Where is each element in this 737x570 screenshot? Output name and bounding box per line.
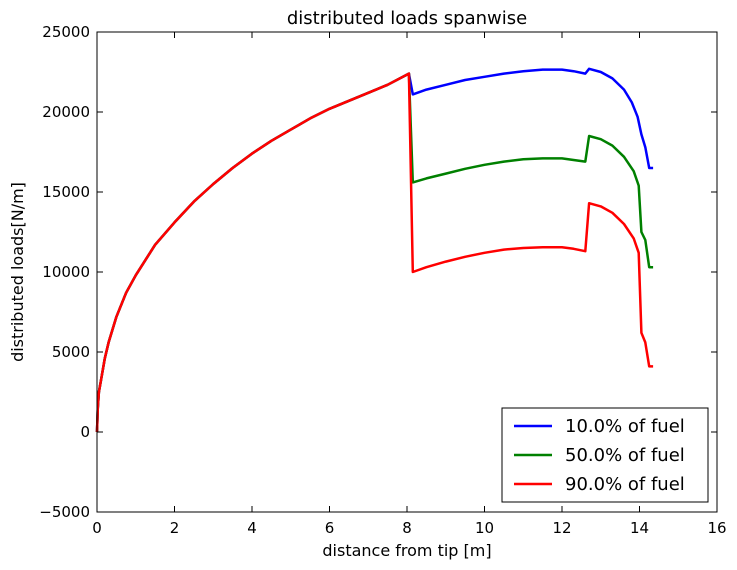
y-tick-label: 10000	[42, 263, 90, 281]
x-tick-label: 14	[630, 519, 649, 537]
legend-label: 10.0% of fuel	[565, 416, 685, 437]
legend: 10.0% of fuel 50.0% of fuel 90.0% of fuel	[501, 407, 709, 503]
x-tick-label: 6	[325, 519, 335, 537]
x-tick-label: 12	[552, 519, 571, 537]
x-axis-label: distance from tip [m]	[322, 541, 491, 560]
legend-label: 90.0% of fuel	[565, 474, 685, 495]
y-axis-label: distributed loads[N/m]	[8, 182, 27, 362]
y-tick-label: 20000	[42, 103, 90, 121]
series-line-2	[95, 72, 654, 433]
x-tick-label: 2	[170, 519, 180, 537]
x-tick-label: 8	[402, 519, 412, 537]
chart-title: distributed loads spanwise	[287, 8, 527, 29]
legend-label: 50.0% of fuel	[565, 445, 685, 466]
x-tick-label: 10	[475, 519, 494, 537]
series-layer	[95, 67, 654, 433]
series-line-1	[95, 67, 654, 433]
y-tick-label: 25000	[42, 23, 90, 41]
y-tick-label: 5000	[52, 343, 90, 361]
series-line-3	[95, 72, 654, 433]
y-tick-label: 15000	[42, 183, 90, 201]
x-tick-label: 16	[707, 519, 726, 537]
ticks-layer: 0 2 4 6 8 10 12 14 16−50000500010000150002000025…	[39, 23, 726, 537]
x-tick-label: 4	[247, 519, 257, 537]
y-tick-label: −5000	[39, 503, 90, 521]
x-tick-label: 0	[92, 519, 102, 537]
y-tick-label: 0	[80, 423, 90, 441]
